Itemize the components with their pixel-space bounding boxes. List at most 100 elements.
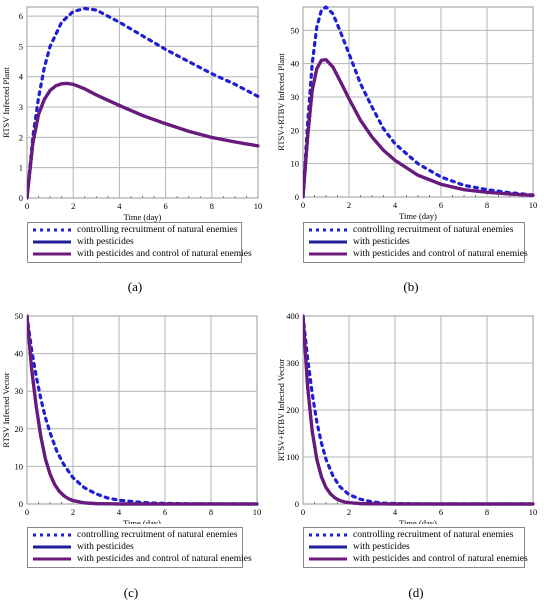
legend-swatch-dotted bbox=[33, 228, 71, 232]
x-tick-label: 10 bbox=[529, 200, 538, 210]
x-tick-label: 4 bbox=[393, 507, 398, 517]
y-tick-label: 50 bbox=[291, 25, 300, 35]
chart-legend-a: controlling recruitment of natural enemi… bbox=[27, 222, 252, 263]
y-tick-label: 1 bbox=[19, 163, 23, 173]
legend-label: with pesticides and control of natural e… bbox=[353, 249, 528, 259]
legend-swatch-solid bbox=[33, 240, 71, 244]
x-axis-title: Time (day) bbox=[399, 518, 437, 524]
y-tick-label: 10 bbox=[15, 461, 24, 471]
x-tick-label: 0 bbox=[25, 201, 29, 211]
y-axis-title: RTSV+RTBV Infected Plant bbox=[276, 53, 286, 151]
x-tick-label: 4 bbox=[117, 201, 122, 211]
legend-entry-3: with pesticides and control of natural e… bbox=[307, 248, 528, 260]
y-tick-label: 4 bbox=[19, 72, 24, 82]
chart-caption-d: (d) bbox=[408, 585, 424, 600]
y-tick-label: 2 bbox=[19, 132, 23, 142]
series-line-1 bbox=[27, 6, 260, 200]
y-tick-label: 30 bbox=[291, 92, 300, 102]
y-tick-label: 50 bbox=[15, 311, 24, 321]
legend-entry-1: controlling recruitment of natural enemi… bbox=[307, 224, 521, 236]
y-tick-label: 30 bbox=[15, 386, 24, 396]
x-axis-title: Time (day) bbox=[399, 211, 437, 221]
chart-caption-a: (a) bbox=[127, 279, 143, 294]
chart-plot-b: 0 2 4 6 8 10 0 10 20 30 40 50 Time (day) RTSV+RTBV In… bbox=[276, 5, 538, 221]
series-line-3 bbox=[27, 81, 260, 200]
chart-panel-a: 0 2 4 6 8 10 0 1 2 3 4 5 6 Time (day) RTSV Infected Pl… bbox=[0, 0, 275, 302]
x-tick-label: 10 bbox=[253, 507, 262, 517]
legend-swatch-solid bbox=[309, 545, 347, 549]
x-tick-label: 2 bbox=[71, 201, 75, 211]
y-axis-title: RTSV+RTBV Infected Vector bbox=[276, 359, 286, 461]
y-tick-label: 5 bbox=[19, 41, 23, 51]
legend-label: controlling recruitment of natural enemi… bbox=[353, 530, 514, 540]
x-tick-label: 0 bbox=[25, 507, 29, 517]
x-tick-label: 10 bbox=[529, 507, 538, 517]
series-line-1 bbox=[303, 5, 535, 199]
legend-entry-3: with pesticides and control of natural e… bbox=[31, 553, 252, 565]
series-line-3 bbox=[303, 58, 535, 199]
chart-caption-b: (b) bbox=[403, 279, 419, 294]
y-axis-title: RTSV Infected Plant bbox=[1, 67, 11, 138]
y-tick-label: 0 bbox=[295, 499, 299, 509]
y-tick-label: 3 bbox=[19, 102, 23, 112]
legend-entry-2: with pesticides bbox=[307, 541, 521, 553]
legend-swatch-solid-purple bbox=[33, 252, 71, 256]
legend-entry-1: controlling recruitment of natural enemi… bbox=[31, 529, 239, 541]
x-tick-label: 8 bbox=[209, 507, 213, 517]
chart-legend-b: controlling recruitment of natural enemi… bbox=[303, 222, 528, 263]
x-tick-label: 2 bbox=[71, 507, 75, 517]
chart-legend-d: controlling recruitment of natural enemi… bbox=[303, 527, 528, 568]
chart-caption-c: (c) bbox=[123, 585, 139, 600]
x-tick-label: 6 bbox=[439, 507, 443, 517]
legend-label: with pesticides and control of natural e… bbox=[77, 554, 252, 564]
legend-label: controlling recruitment of natural enemi… bbox=[353, 225, 514, 235]
x-tick-label: 6 bbox=[163, 507, 167, 517]
legend-label: with pesticides and control of natural e… bbox=[77, 249, 252, 259]
y-tick-label: 0 bbox=[295, 192, 299, 202]
legend-entry-1: controlling recruitment of natural enemi… bbox=[307, 529, 521, 541]
series-line-3 bbox=[303, 314, 535, 506]
plot-area bbox=[26, 315, 258, 505]
y-tick-label: 300 bbox=[286, 358, 299, 368]
legend-label: controlling recruitment of natural enemi… bbox=[77, 225, 238, 235]
legend-label: controlling recruitment of natural enemi… bbox=[77, 530, 238, 540]
y-tick-label: 20 bbox=[15, 424, 24, 434]
legend-swatch-solid-purple bbox=[309, 252, 347, 256]
legend-label: with pesticides and control of natural e… bbox=[353, 554, 528, 564]
y-tick-label: 200 bbox=[286, 405, 299, 415]
y-tick-label: 6 bbox=[19, 11, 23, 21]
legend-swatch-solid-purple bbox=[309, 557, 347, 561]
y-tick-label: 10 bbox=[291, 159, 300, 169]
x-tick-label: 4 bbox=[393, 200, 398, 210]
chart-plot-c: 0 2 4 6 8 10 0 10 20 30 40 50 Time (day) RTSV Infecte… bbox=[1, 311, 262, 524]
legend-entry-3: with pesticides and control of natural e… bbox=[307, 553, 528, 565]
x-tick-label: 6 bbox=[163, 201, 167, 211]
y-tick-label: 0 bbox=[19, 499, 23, 509]
x-tick-label: 0 bbox=[301, 200, 305, 210]
x-tick-label: 8 bbox=[210, 201, 214, 211]
plot-area bbox=[302, 6, 534, 198]
x-axis-title: Time (day) bbox=[123, 518, 161, 524]
x-tick-label: 6 bbox=[439, 200, 443, 210]
legend-entry-2: with pesticides bbox=[31, 236, 238, 248]
x-tick-label: 8 bbox=[485, 200, 489, 210]
legend-label: with pesticides bbox=[77, 237, 134, 247]
x-tick-label: 10 bbox=[254, 201, 263, 211]
x-axis-title: Time (day) bbox=[124, 212, 162, 222]
y-tick-label: 400 bbox=[286, 311, 299, 321]
legend-entry-2: with pesticides bbox=[307, 236, 521, 248]
x-tick-label: 4 bbox=[117, 507, 122, 517]
legend-swatch-dotted bbox=[33, 533, 71, 537]
legend-entry-3: with pesticides and control of natural e… bbox=[31, 248, 252, 260]
y-tick-label: 40 bbox=[291, 59, 300, 69]
legend-entry-2: with pesticides bbox=[31, 541, 239, 553]
plot-area bbox=[26, 6, 259, 199]
legend-swatch-dotted bbox=[309, 533, 347, 537]
legend-swatch-dotted bbox=[309, 228, 347, 232]
y-tick-label: 0 bbox=[19, 193, 23, 203]
chart-panel-c: 0 2 4 6 8 10 0 10 20 30 40 50 Time (day) RTSV Infecte… bbox=[0, 302, 275, 604]
x-tick-label: 2 bbox=[347, 200, 351, 210]
chart-legend-c: controlling recruitment of natural enemi… bbox=[27, 527, 252, 568]
